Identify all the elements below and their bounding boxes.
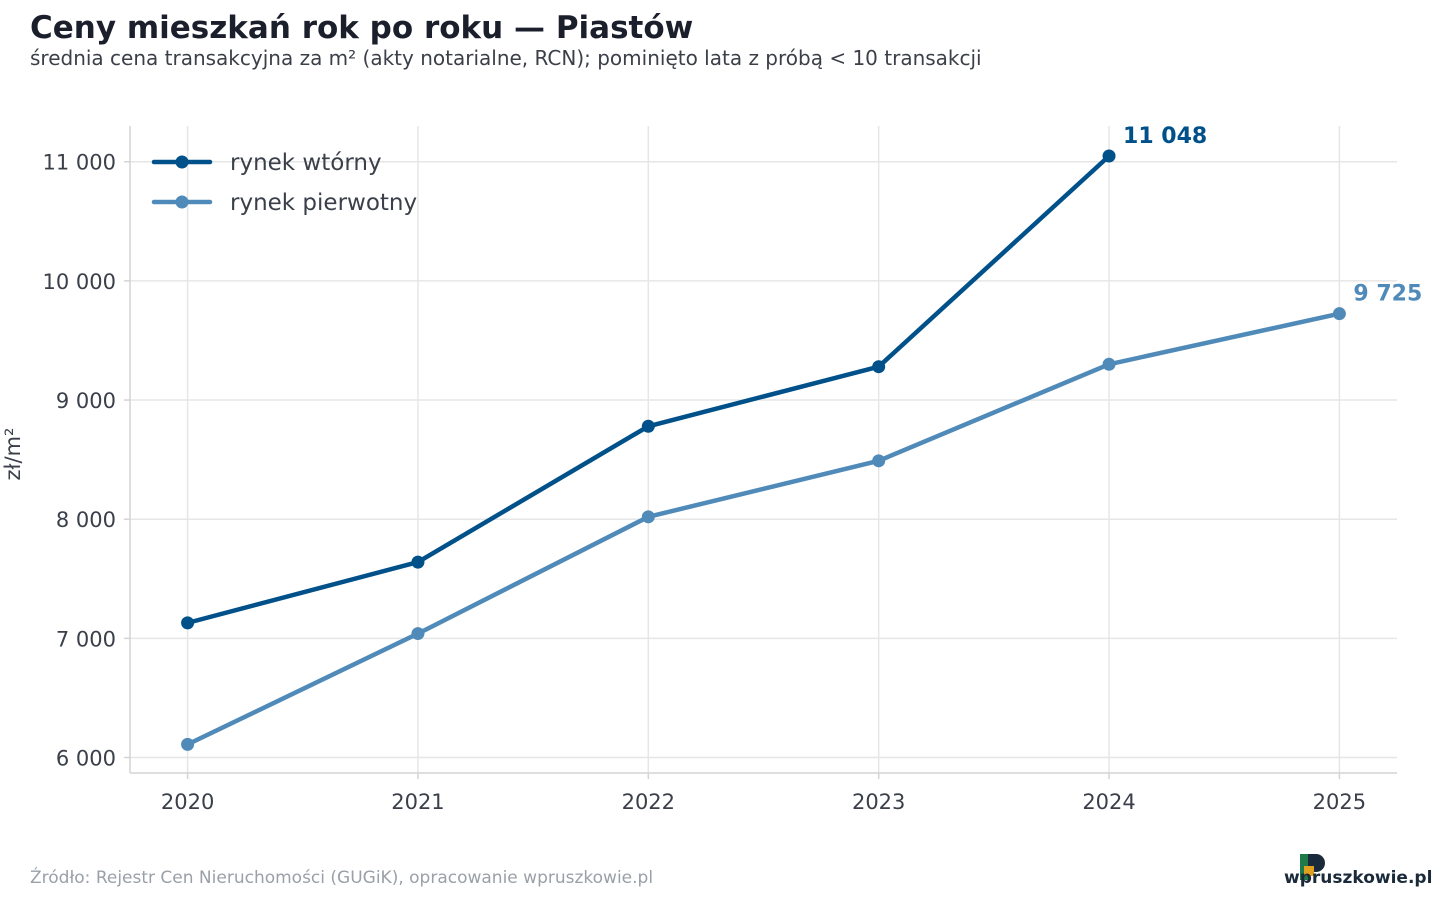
- x-tick-label: 2023: [852, 790, 905, 814]
- y-tick-label: 9 000: [56, 389, 116, 413]
- source-note: Źródło: Rejestr Cen Nieruchomości (GUGiK…: [30, 868, 654, 888]
- series-group: [181, 149, 1346, 751]
- y-tick-labels: 6 000 7 000 8 000 9 000 10 000 11 000: [43, 151, 116, 771]
- series-line: [185, 311, 1342, 747]
- end-value-label: 11 048: [1123, 124, 1207, 149]
- x-tick-label: 2025: [1313, 790, 1366, 814]
- data-point: [872, 360, 886, 374]
- data-point: [181, 737, 195, 751]
- data-point: [1332, 307, 1346, 321]
- y-tick-label: 8 000: [56, 508, 116, 532]
- x-tick-labels: 2020 2021 2022 2023 2024 2025: [161, 790, 1366, 814]
- x-tick-label: 2022: [622, 790, 675, 814]
- data-point: [1102, 149, 1116, 163]
- data-point: [641, 510, 655, 524]
- logo-text: wpruszkowie.pl: [1284, 868, 1433, 888]
- legend: rynek wtórny rynek pierwotny: [151, 150, 417, 216]
- x-tick-label: 2024: [1082, 790, 1135, 814]
- legend-marker: [175, 155, 189, 169]
- end-labels: 9 725 11 048: [1123, 124, 1422, 307]
- y-axis-label: zł/m²: [1, 428, 25, 481]
- x-tick-label: 2020: [161, 790, 214, 814]
- logo-icon: [1300, 854, 1325, 880]
- brand-logo: wpruszkowie.pl: [1284, 852, 1432, 892]
- legend-marker: [175, 195, 189, 209]
- y-tick-label: 10 000: [43, 270, 116, 294]
- grid-lines: [130, 126, 1397, 773]
- data-point: [872, 454, 886, 468]
- y-tick-label: 11 000: [43, 151, 116, 175]
- data-point: [411, 627, 425, 641]
- chart-title: Ceny mieszkań rok po roku — Piastów: [30, 10, 694, 46]
- chart-subtitle: średnia cena transakcyjna za m² (akty no…: [30, 46, 982, 70]
- legend-label: rynek pierwotny: [230, 190, 417, 216]
- x-tick-label: 2021: [391, 790, 444, 814]
- data-point: [411, 555, 425, 569]
- end-value-label: 9 725: [1353, 282, 1422, 307]
- legend-label: rynek wtórny: [230, 150, 382, 176]
- data-point: [641, 419, 655, 433]
- axes: [124, 126, 1397, 779]
- y-tick-label: 6 000: [56, 747, 116, 771]
- data-point: [181, 616, 195, 630]
- data-point: [1102, 357, 1116, 371]
- y-tick-label: 7 000: [56, 627, 116, 651]
